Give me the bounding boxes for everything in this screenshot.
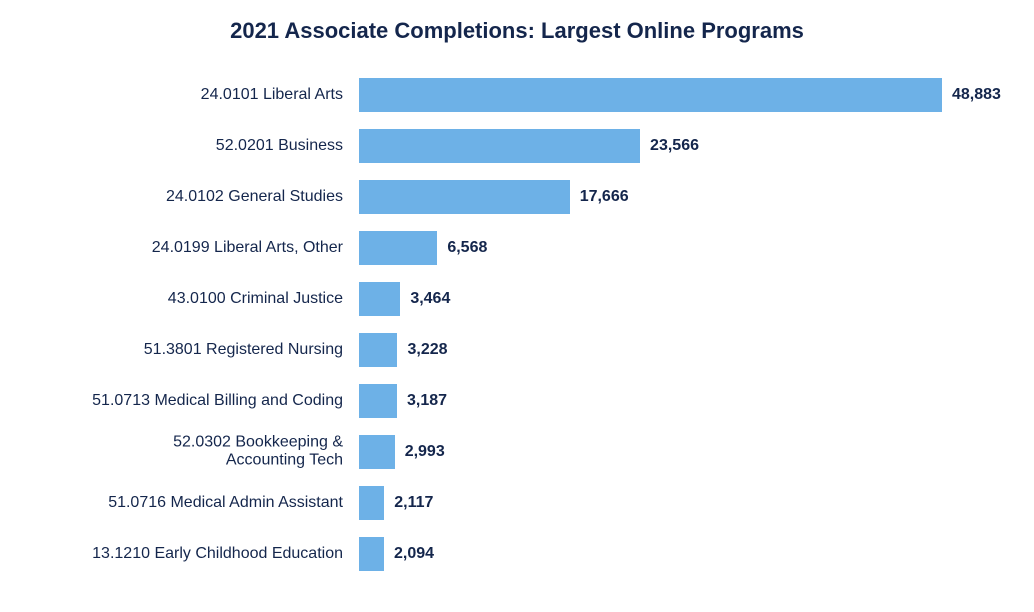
chart-row: 43.0100 Criminal Justice 3,464	[0, 282, 1034, 316]
chart-row: 52.0201 Business 23,566	[0, 129, 1034, 163]
bar-zone: 6,568	[359, 231, 1034, 265]
value-label: 48,883	[952, 86, 1001, 104]
bar-zone: 3,187	[359, 384, 1034, 418]
value-label: 3,228	[407, 341, 447, 359]
chart-row: 24.0101 Liberal Arts 48,883	[0, 78, 1034, 112]
category-label: 43.0100 Criminal Justice	[0, 290, 343, 308]
chart-row: 51.0716 Medical Admin Assistant 2,117	[0, 486, 1034, 520]
bar	[359, 180, 570, 214]
category-label: 24.0199 Liberal Arts, Other	[0, 239, 343, 257]
bar-zone: 23,566	[359, 129, 1034, 163]
bar	[359, 231, 437, 265]
chart-plot-area: 24.0101 Liberal Arts 48,883 52.0201 Busine…	[0, 78, 1034, 598]
value-label: 2,094	[394, 545, 434, 563]
bar	[359, 78, 942, 112]
value-label: 3,464	[410, 290, 450, 308]
bar	[359, 384, 397, 418]
bar	[359, 486, 384, 520]
chart-title: 2021 Associate Completions: Largest Onli…	[0, 18, 1034, 44]
bar	[359, 537, 384, 571]
bar	[359, 333, 397, 367]
bar-zone: 17,666	[359, 180, 1034, 214]
value-label: 3,187	[407, 392, 447, 410]
bar-zone: 3,228	[359, 333, 1034, 367]
category-label: 24.0101 Liberal Arts	[0, 86, 343, 104]
category-label: 52.0302 Bookkeeping & Accounting Tech	[143, 434, 343, 471]
value-label: 2,993	[405, 443, 445, 461]
value-label: 23,566	[650, 137, 699, 155]
category-label: 52.0201 Business	[0, 137, 343, 155]
chart-row: 24.0199 Liberal Arts, Other 6,568	[0, 231, 1034, 265]
category-label: 24.0102 General Studies	[0, 188, 343, 206]
bar	[359, 282, 400, 316]
chart-row: 52.0302 Bookkeeping & Accounting Tech 2,9…	[0, 435, 1034, 469]
value-label: 17,666	[580, 188, 629, 206]
category-label: 51.3801 Registered Nursing	[0, 341, 343, 359]
bar-zone: 2,094	[359, 537, 1034, 571]
category-label: 51.0713 Medical Billing and Coding	[0, 392, 343, 410]
category-label: 13.1210 Early Childhood Education	[0, 545, 343, 563]
value-label: 6,568	[447, 239, 487, 257]
category-label: 51.0716 Medical Admin Assistant	[0, 494, 343, 512]
bar-zone: 48,883	[359, 78, 1034, 112]
bar-zone: 2,993	[359, 435, 1034, 469]
bar	[359, 129, 640, 163]
bar-zone: 3,464	[359, 282, 1034, 316]
chart-row: 13.1210 Early Childhood Education 2,094	[0, 537, 1034, 571]
bar	[359, 435, 395, 469]
chart-row: 24.0102 General Studies 17,666	[0, 180, 1034, 214]
value-label: 2,117	[394, 494, 433, 512]
chart-row: 51.0713 Medical Billing and Coding 3,187	[0, 384, 1034, 418]
bar-zone: 2,117	[359, 486, 1034, 520]
chart-row: 51.3801 Registered Nursing 3,228	[0, 333, 1034, 367]
